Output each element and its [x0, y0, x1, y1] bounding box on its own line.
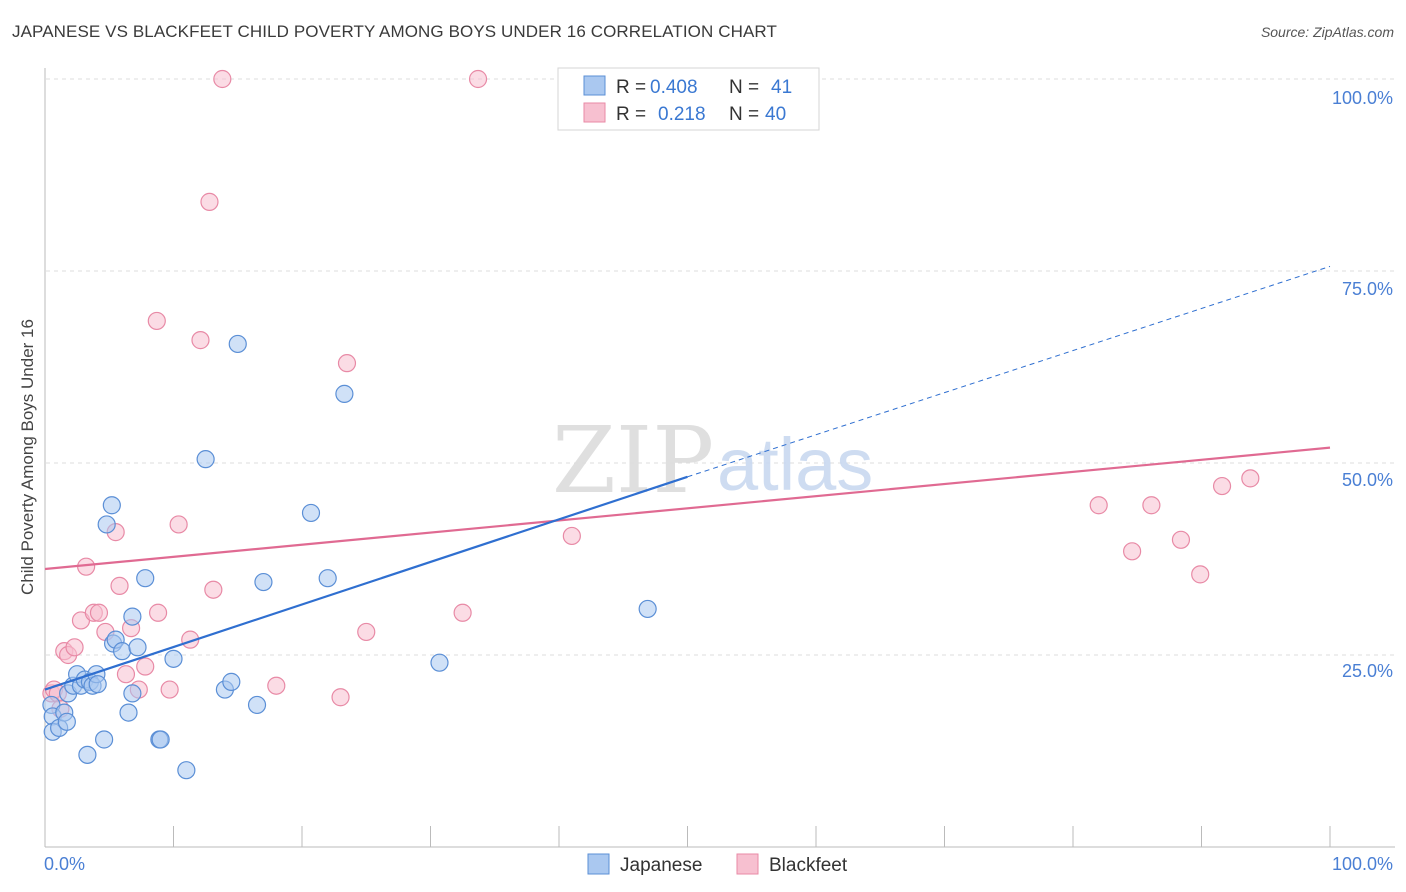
japanese-point	[151, 730, 170, 749]
y-tick-25: 25.0%	[1342, 661, 1393, 681]
blackfeet-point	[116, 665, 136, 684]
blackfeet-point	[267, 676, 286, 695]
blackfeet-point	[148, 603, 168, 622]
stats-n-value-blackfeet: 40	[765, 104, 786, 125]
japanese-trend-extension	[687, 265, 1331, 478]
legend-swatch-blackfeet	[736, 853, 759, 875]
japanese-point	[177, 761, 196, 780]
japanese-point	[102, 496, 121, 515]
x-tick-0: 0.0%	[44, 854, 85, 874]
japanese-point	[123, 684, 142, 703]
blackfeet-point	[1212, 476, 1232, 496]
blackfeet-point	[357, 622, 376, 642]
japanese-point	[95, 730, 114, 749]
japanese-point	[638, 599, 657, 619]
x-ticks	[173, 826, 1331, 847]
japanese-point	[112, 642, 132, 661]
blackfeet-point	[110, 576, 129, 595]
stats-legend-swatch-blackfeet	[583, 102, 606, 123]
blackfeet-point	[331, 688, 350, 707]
blackfeet-point	[191, 331, 210, 350]
japanese-point	[228, 334, 247, 354]
stats-legend-swatch-japanese	[583, 75, 606, 96]
blackfeet-point	[200, 192, 219, 211]
blackfeet-point	[89, 603, 109, 622]
blackfeet-point	[1142, 496, 1161, 515]
blackfeet-point	[1089, 496, 1108, 515]
blackfeet-point	[562, 526, 581, 546]
gridlines	[46, 78, 1395, 656]
stats-n-label-japanese: N =	[729, 77, 759, 98]
stats-n-value-japanese: 41	[771, 77, 792, 98]
japanese-point	[254, 572, 273, 592]
blackfeet-point	[65, 638, 84, 657]
blackfeet-point	[1191, 565, 1210, 584]
japanese-point	[335, 384, 354, 403]
chart-source: Source: ZipAtlas.com	[1260, 24, 1394, 40]
blackfeet-point	[160, 680, 179, 699]
japanese-point	[301, 503, 321, 523]
japanese-point	[57, 712, 76, 731]
x-tick-100: 100.0%	[1332, 854, 1393, 874]
y-tick-75: 75.0%	[1342, 279, 1393, 299]
blackfeet-point	[136, 657, 155, 676]
y-axis-label: Child Poverty Among Boys Under 16	[18, 319, 37, 595]
legend-label-japanese: Japanese	[620, 855, 702, 876]
blackfeet-point	[204, 580, 223, 599]
japanese-point	[196, 450, 215, 469]
blackfeet-point	[1123, 542, 1142, 561]
japanese-point	[164, 649, 183, 668]
stats-r-value-blackfeet: 0.218	[658, 104, 706, 125]
trend-lines	[44, 265, 1331, 691]
japanese-point	[222, 672, 241, 691]
blackfeet-trend-line	[44, 446, 1331, 571]
japanese-trend-line	[44, 475, 688, 691]
stats-r-label-japanese: R =	[616, 77, 646, 98]
y-tick-50: 50.0%	[1342, 470, 1393, 490]
blackfeet-point	[147, 311, 166, 331]
japanese-point	[128, 638, 147, 657]
japanese-point	[136, 569, 155, 588]
blackfeet-points	[42, 69, 1260, 718]
blackfeet-point	[468, 69, 488, 89]
japanese-point	[318, 569, 337, 588]
watermark: ZIP atlas	[552, 407, 873, 514]
japanese-point	[247, 695, 267, 715]
series-legend: Japanese Blackfeet	[587, 853, 848, 876]
legend-label-blackfeet: Blackfeet	[769, 855, 848, 876]
japanese-point	[97, 515, 116, 534]
japanese-point	[119, 703, 138, 722]
blackfeet-point	[1171, 530, 1191, 549]
japanese-point	[430, 653, 449, 672]
legend-swatch-japanese	[587, 853, 610, 875]
stats-r-value-japanese: 0.408	[650, 77, 698, 98]
japanese-points	[42, 334, 657, 780]
japanese-point	[123, 607, 142, 626]
japanese-point	[78, 745, 97, 764]
blackfeet-point	[337, 354, 357, 373]
stats-r-label-blackfeet: R =	[616, 104, 646, 125]
blackfeet-point	[213, 69, 232, 89]
japanese-point	[88, 675, 107, 694]
blackfeet-point	[1241, 469, 1260, 488]
chart-title: JAPANESE VS BLACKFEET CHILD POVERTY AMON…	[12, 22, 777, 41]
blackfeet-point	[169, 515, 188, 534]
blackfeet-point	[453, 603, 472, 622]
stats-n-label-blackfeet: N =	[729, 104, 759, 125]
stats-legend: R = 0.408 N = 41 R = 0.218 N = 40	[557, 67, 820, 131]
y-tick-100: 100.0%	[1332, 88, 1393, 108]
watermark-zip: ZIP	[552, 407, 714, 514]
